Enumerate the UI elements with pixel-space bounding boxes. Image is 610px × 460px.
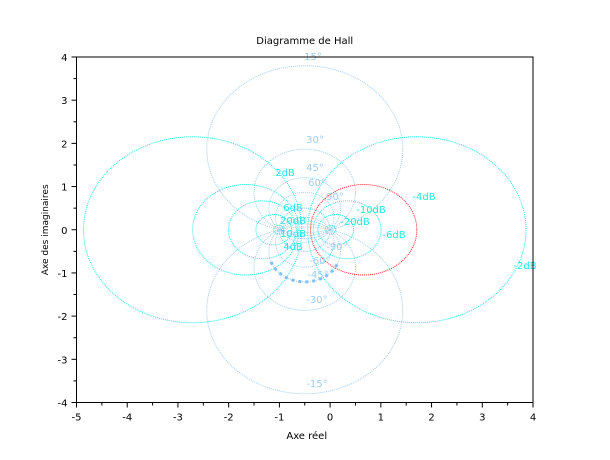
x-axis-label: Axe réel bbox=[286, 430, 327, 442]
highlighted-phase-arc bbox=[269, 261, 340, 284]
gain-label: -20dB bbox=[340, 217, 370, 228]
phase-label: 90° bbox=[326, 192, 344, 203]
gain-circle bbox=[82, 136, 303, 324]
x-tick-label: 1 bbox=[378, 413, 384, 424]
plot-area bbox=[82, 65, 527, 395]
gain-circle bbox=[307, 136, 527, 324]
x-tick-label: -2 bbox=[224, 413, 234, 424]
gain-circle bbox=[255, 214, 293, 246]
x-tick-label: 0 bbox=[327, 413, 333, 424]
phase-circle bbox=[268, 177, 342, 240]
gain-label: -2dB bbox=[513, 261, 536, 272]
gain-label: 6dB bbox=[283, 203, 303, 214]
gain-circle bbox=[227, 200, 297, 260]
x-tick-label: 2 bbox=[428, 413, 434, 424]
y-tick-label: 2 bbox=[61, 139, 67, 150]
x-tick-label: -4 bbox=[122, 413, 132, 424]
x-tick-label: -3 bbox=[173, 413, 183, 424]
phase-circle bbox=[268, 220, 342, 283]
x-tick-label: -5 bbox=[72, 413, 82, 424]
gain-label: -10dB bbox=[356, 205, 386, 216]
phase-label: 60° bbox=[308, 178, 326, 189]
phase-circle bbox=[253, 148, 356, 237]
gain-circle bbox=[312, 200, 382, 260]
phase-label: 30° bbox=[306, 135, 324, 146]
phase-label: -15° bbox=[306, 379, 327, 390]
phase-circle bbox=[274, 216, 335, 268]
phase-circle bbox=[206, 226, 404, 395]
gain-label: 20dB bbox=[280, 216, 306, 227]
gain-circle bbox=[273, 224, 285, 235]
phase-label: -60° bbox=[309, 256, 330, 267]
phase-label: 45° bbox=[306, 163, 324, 174]
y-tick-label: 4 bbox=[61, 53, 67, 64]
phase-label: -45° bbox=[307, 270, 328, 281]
y-tick-label: -2 bbox=[58, 312, 68, 323]
highlighted-gain-circle bbox=[309, 183, 418, 276]
phase-circle bbox=[274, 191, 335, 243]
gain-circle bbox=[325, 224, 337, 235]
gain-label: -4dB bbox=[412, 192, 435, 203]
gain-label: -6dB bbox=[382, 230, 405, 241]
gain-label: 2dB bbox=[275, 168, 295, 179]
phase-circle bbox=[206, 65, 404, 234]
phase-circle bbox=[253, 223, 356, 311]
x-tick-label: -1 bbox=[274, 413, 284, 424]
y-tick-label: 0 bbox=[61, 226, 67, 237]
x-tick-label: 4 bbox=[530, 413, 536, 424]
phase-label: -90° bbox=[326, 242, 347, 253]
y-tick-label: -1 bbox=[58, 269, 68, 280]
gain-circle bbox=[317, 214, 355, 246]
y-tick-label: 3 bbox=[61, 96, 67, 107]
y-axis-label: Axe des imaginaires bbox=[41, 184, 51, 275]
y-tick-label: -3 bbox=[58, 355, 68, 366]
gain-circle bbox=[192, 183, 300, 276]
x-tick-label: 3 bbox=[479, 413, 485, 424]
gain-label: 4dB bbox=[283, 242, 303, 253]
y-tick-label: -4 bbox=[58, 399, 68, 410]
y-tick-label: 1 bbox=[61, 183, 67, 194]
phase-label: -30° bbox=[306, 295, 327, 306]
gain-label: 10dB bbox=[280, 229, 306, 240]
chart-title: Diagramme de Hall bbox=[256, 36, 353, 47]
